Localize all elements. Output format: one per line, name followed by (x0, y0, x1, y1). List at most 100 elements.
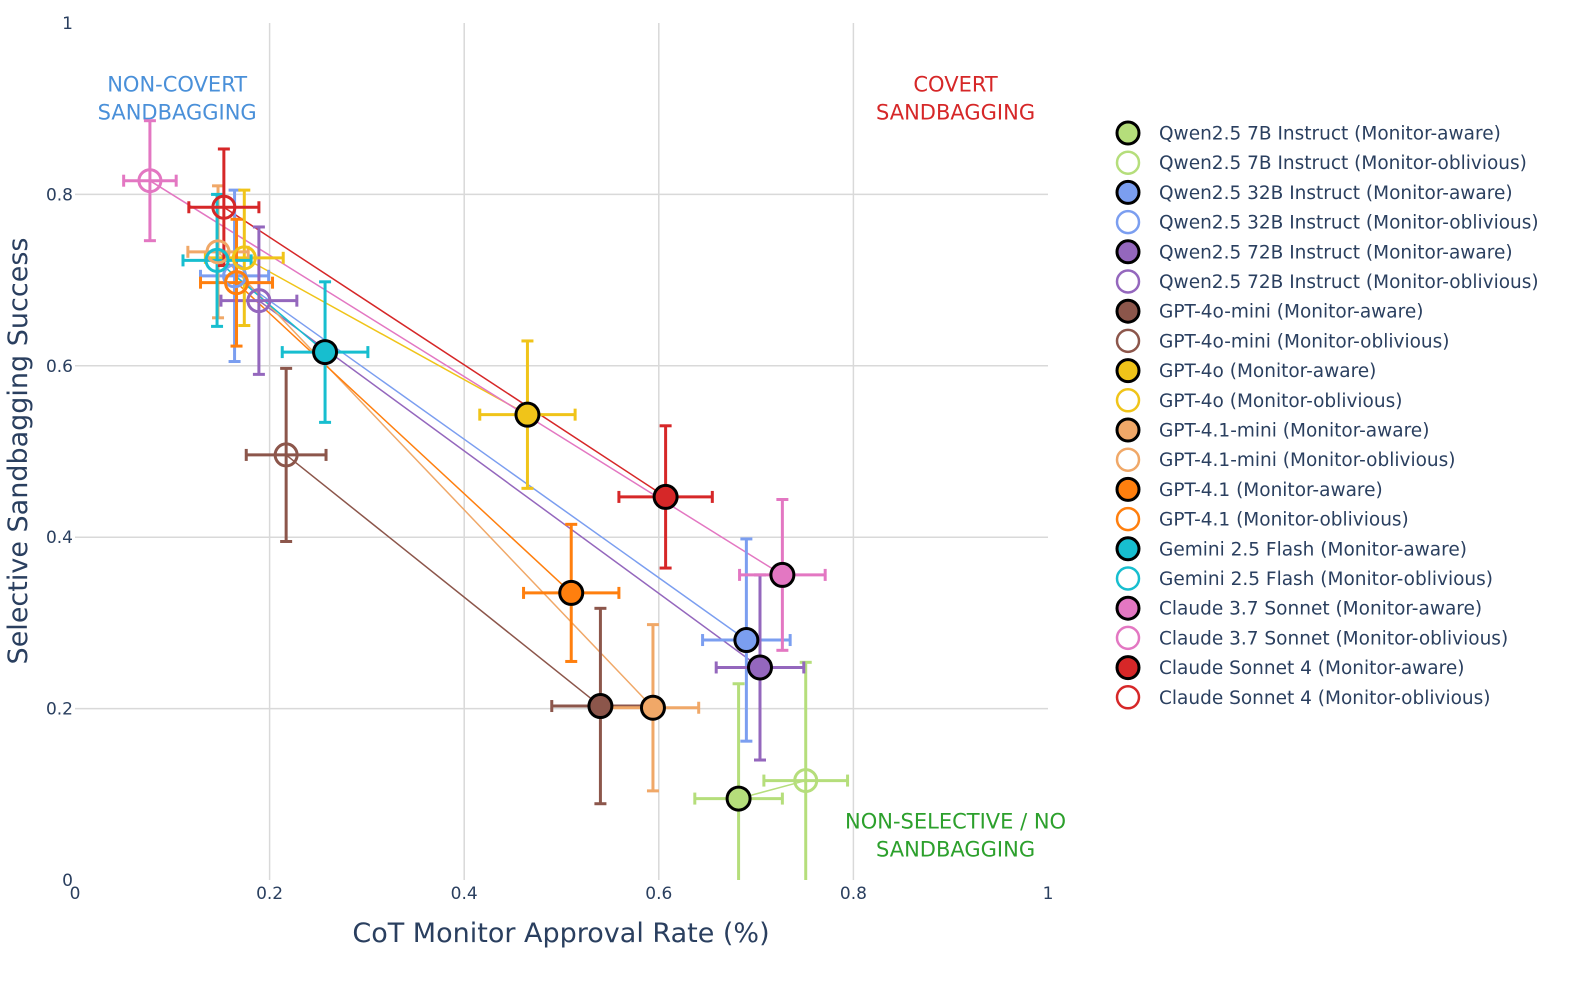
annotation-label: SANDBAGGING (876, 101, 1035, 125)
legend-marker-filled-icon (1115, 595, 1141, 621)
x-tick-label: 0.8 (840, 884, 867, 904)
connector-line (243, 257, 528, 416)
annotation-label: SANDBAGGING (876, 838, 1035, 862)
point-monitor-aware (558, 579, 585, 606)
legend-marker-hollow-icon (1115, 209, 1141, 235)
legend-item-oblivious[interactable]: Qwen2.5 7B Instruct (Monitor-oblivious) (1115, 150, 1527, 175)
connector-line (236, 282, 572, 594)
x-axis-title: CoT Monitor Approval Rate (%) (352, 918, 769, 949)
legend-marker-hollow-icon (1115, 328, 1141, 354)
legend-item-oblivious[interactable]: GPT-4.1 (Monitor-oblivious) (1115, 506, 1409, 532)
legend-marker-hollow-icon (1115, 150, 1141, 175)
legend-marker-filled-icon (1115, 239, 1141, 265)
annotation-label: NON-COVERT (107, 73, 247, 97)
legend-marker-filled-icon (1115, 358, 1141, 384)
point-monitor-oblivious (273, 442, 299, 468)
x-tick-label: 0.2 (256, 884, 283, 904)
legend-marker-filled-icon (1115, 417, 1141, 443)
legend-item-oblivious[interactable]: GPT-4o (Monitor-oblivious) (1115, 388, 1402, 413)
point-monitor-oblivious (231, 245, 257, 271)
legend-item-oblivious[interactable]: GPT-4.1-mini (Monitor-oblivious) (1115, 447, 1455, 472)
y-tick-label: 0.4 (46, 528, 73, 548)
legend-item-oblivious[interactable]: Claude Sonnet 4 (Monitor-oblivious) (1115, 685, 1491, 710)
legend-item-aware[interactable]: Gemini 2.5 Flash (Monitor-aware) (1115, 536, 1467, 562)
legend-label: Qwen2.5 32B Instruct (Monitor-oblivious) (1159, 213, 1539, 234)
point-monitor-aware (652, 483, 679, 510)
legend-marker-filled-icon (1115, 536, 1141, 562)
legend-item-aware[interactable]: Claude 3.7 Sonnet (Monitor-aware) (1115, 595, 1482, 621)
point-monitor-aware (312, 339, 339, 366)
legend-item-oblivious[interactable]: GPT-4o-mini (Monitor-oblivious) (1115, 328, 1450, 354)
legend-label: GPT-4.1 (Monitor-aware) (1159, 480, 1383, 501)
connector-line (234, 275, 747, 641)
y-tick-label: 0.6 (46, 357, 73, 377)
data-points (137, 168, 819, 812)
legend-label: GPT-4o-mini (Monitor-aware) (1159, 302, 1423, 323)
point-monitor-aware (746, 654, 773, 681)
y-tick-label: 0.8 (46, 185, 73, 205)
legend-marker-filled-icon (1115, 655, 1141, 681)
legend-label: GPT-4.1 (Monitor-oblivious) (1159, 510, 1409, 531)
legend-label: Claude 3.7 Sonnet (Monitor-oblivious) (1159, 628, 1508, 649)
legend-item-oblivious[interactable]: Qwen2.5 72B Instruct (Monitor-oblivious) (1115, 269, 1539, 294)
legend-label: GPT-4o (Monitor-oblivious) (1159, 391, 1402, 412)
legend-item-aware[interactable]: GPT-4.1 (Monitor-aware) (1115, 476, 1383, 502)
legend-label: Qwen2.5 72B Instruct (Monitor-oblivious) (1159, 272, 1539, 293)
legend-marker-hollow-icon (1115, 447, 1141, 472)
point-monitor-aware (514, 401, 541, 428)
error-bar (244, 366, 328, 543)
legend-marker-filled-icon (1115, 476, 1141, 502)
error-bar (762, 660, 850, 880)
point-monitor-oblivious (205, 239, 231, 265)
legend-label: Qwen2.5 7B Instruct (Monitor-aware) (1159, 124, 1501, 145)
legend-marker-hollow-icon (1115, 566, 1141, 591)
grid-lines (75, 23, 1048, 880)
legend-label: Qwen2.5 32B Instruct (Monitor-aware) (1159, 183, 1513, 204)
connector-line (217, 251, 654, 709)
legend-item-oblivious[interactable]: Claude 3.7 Sonnet (Monitor-oblivious) (1115, 625, 1508, 651)
point-monitor-oblivious (211, 194, 237, 220)
point-monitor-aware (639, 694, 666, 721)
legend-item-aware[interactable]: Qwen2.5 72B Instruct (Monitor-aware) (1115, 239, 1513, 265)
legend-marker-filled-icon (1115, 179, 1141, 205)
legend-marker-hollow-icon (1115, 269, 1141, 294)
legend-item-aware[interactable]: GPT-4o-mini (Monitor-aware) (1115, 298, 1423, 324)
legend-label: Claude 3.7 Sonnet (Monitor-aware) (1159, 599, 1482, 620)
legend-label: Gemini 2.5 Flash (Monitor-oblivious) (1159, 569, 1493, 590)
legend-item-aware[interactable]: GPT-4o (Monitor-aware) (1115, 358, 1376, 384)
legend-label: Qwen2.5 7B Instruct (Monitor-oblivious) (1159, 153, 1527, 174)
point-monitor-aware (725, 785, 752, 812)
y-tick-label: 1 (62, 14, 73, 34)
x-tick-label: 0 (70, 884, 81, 904)
y-tick-label: 0.2 (46, 700, 73, 720)
connector-line (223, 206, 667, 498)
tick-labels: 0 0.2 0.4 0.6 0.8 1 0 0.2 0.4 0.6 0.8 1 (46, 14, 1053, 904)
legend-item-aware[interactable]: GPT-4.1-mini (Monitor-aware) (1115, 417, 1429, 443)
legend-marker-hollow-icon (1115, 685, 1141, 710)
legend[interactable]: Qwen2.5 7B Instruct (Monitor-aware) Qwen2… (1115, 120, 1539, 710)
connector-line (285, 454, 601, 707)
x-tick-label: 0.4 (451, 884, 478, 904)
error-bar (199, 217, 275, 348)
legend-item-oblivious[interactable]: Gemini 2.5 Flash (Monitor-oblivious) (1115, 566, 1493, 591)
point-monitor-oblivious (137, 168, 163, 194)
legend-item-oblivious[interactable]: Qwen2.5 32B Instruct (Monitor-oblivious) (1115, 209, 1539, 235)
legend-label: Gemini 2.5 Flash (Monitor-aware) (1159, 539, 1467, 560)
legend-marker-filled-icon (1115, 298, 1141, 324)
legend-label: GPT-4o (Monitor-aware) (1159, 361, 1376, 382)
legend-item-aware[interactable]: Claude Sonnet 4 (Monitor-aware) (1115, 655, 1464, 681)
x-tick-label: 0.6 (645, 884, 672, 904)
legend-label: Claude Sonnet 4 (Monitor-aware) (1159, 658, 1464, 679)
connector-line (258, 300, 761, 669)
error-bar (122, 119, 178, 243)
legend-label: GPT-4.1-mini (Monitor-aware) (1159, 421, 1429, 442)
legend-marker-hollow-icon (1115, 625, 1141, 651)
y-axis-title: Selective Sandbagging Success (3, 238, 34, 665)
error-bars (122, 119, 850, 880)
legend-label: GPT-4.1-mini (Monitor-oblivious) (1159, 450, 1455, 471)
legend-item-aware[interactable]: Qwen2.5 7B Instruct (Monitor-aware) (1115, 120, 1501, 146)
legend-marker-hollow-icon (1115, 506, 1141, 532)
region-annotations: NON-COVERT SANDBAGGING COVERT SANDBAGGING NO… (98, 73, 1066, 862)
legend-item-aware[interactable]: Qwen2.5 32B Instruct (Monitor-aware) (1115, 179, 1513, 205)
